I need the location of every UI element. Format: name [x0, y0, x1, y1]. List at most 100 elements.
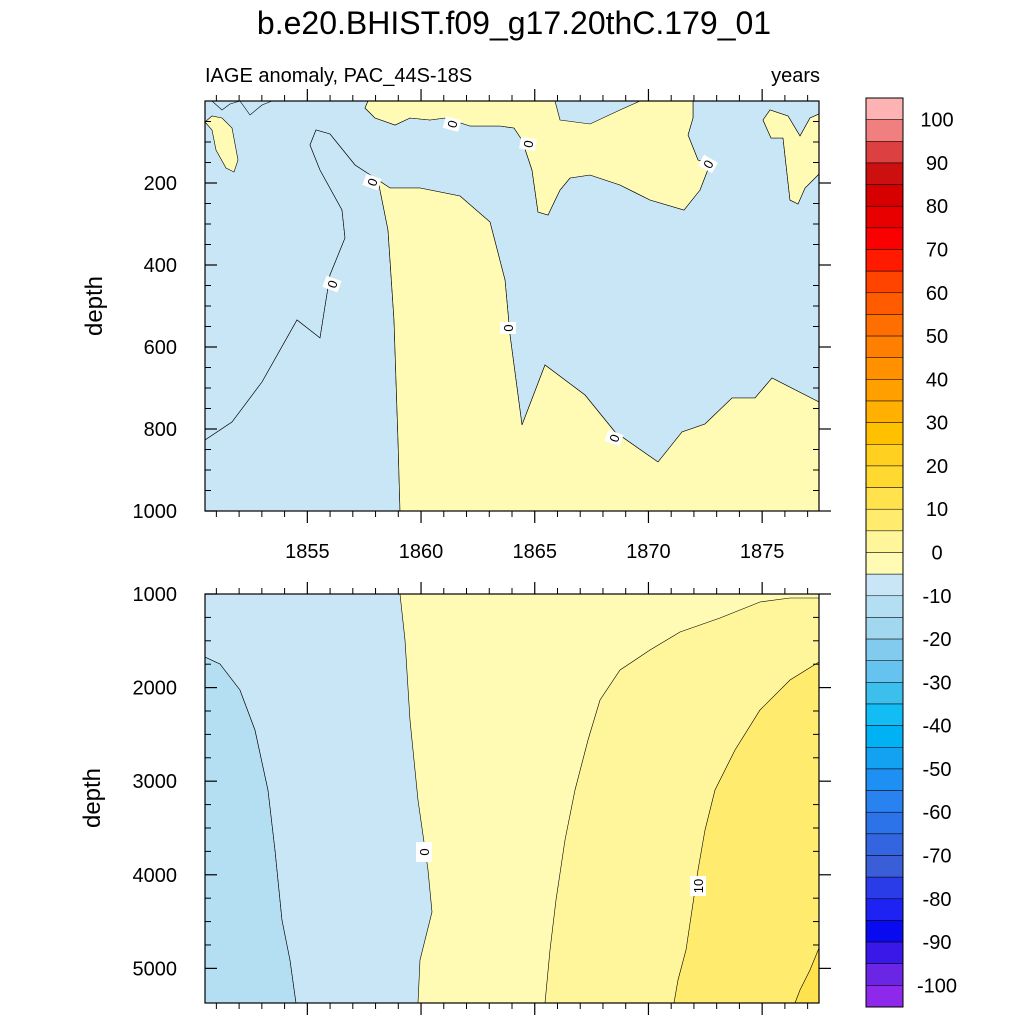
colorbar-box — [865, 162, 904, 185]
contour-label-text: 0 — [501, 324, 516, 331]
contour-label-text: 0 — [364, 176, 381, 188]
lower-ylabel: depth — [79, 768, 106, 828]
lower-panel: 1000 2000 3000 4000 5000 0 10 depth — [79, 582, 831, 1015]
x-tick-label: 1860 — [399, 541, 444, 563]
colorbar-box — [865, 747, 904, 770]
contour-label: 0 — [416, 842, 432, 862]
y-tick-label: 800 — [144, 419, 177, 441]
colorbar-box — [865, 227, 904, 250]
colorbar-box — [865, 465, 904, 488]
colorbar-label: 40 — [926, 369, 948, 391]
y-tick-label: 2000 — [133, 678, 178, 700]
contour-label-text: 0 — [520, 139, 536, 149]
colorbar-box — [865, 573, 904, 597]
colorbar-box — [865, 682, 904, 705]
chart-title: b.e20.BHIST.f09_g17.20thC.179_01 — [257, 5, 771, 41]
colorbar-box — [865, 595, 904, 618]
contour-label: 0 — [500, 322, 516, 334]
colorbar-box — [865, 400, 904, 423]
colorbar-label: -60 — [923, 802, 952, 824]
contour-label: 10 — [690, 876, 706, 896]
colorbar-label: -80 — [923, 889, 952, 911]
colorbar-box — [865, 941, 904, 964]
colorbar-box — [865, 985, 904, 1008]
contour-label-bg — [604, 429, 624, 447]
colorbar-label: -40 — [923, 716, 952, 738]
colorbar-label: 10 — [926, 499, 948, 521]
contour-label-text: 0 — [324, 278, 341, 290]
y-tick-label: 1000 — [133, 501, 178, 523]
colorbar-box — [865, 876, 904, 900]
colorbar-box — [865, 617, 904, 640]
y-tick-label: 3000 — [133, 771, 178, 793]
colorbar-box — [865, 703, 904, 726]
y-tick-label: 400 — [144, 255, 177, 277]
colorbar-box — [865, 314, 904, 337]
lower-ticks: 1000 2000 3000 4000 5000 — [133, 582, 831, 1015]
colorbar-label: -70 — [923, 846, 952, 868]
x-tick-label: 1875 — [740, 541, 785, 563]
colorbar-box — [865, 725, 904, 748]
x-tick-label: 1870 — [626, 541, 671, 563]
colorbar-box — [865, 508, 904, 532]
contour-label-bg — [442, 116, 462, 132]
colorbar-box — [865, 790, 904, 813]
colorbar-label: 100 — [920, 110, 953, 132]
upper-panel: 200 400 600 800 1000 1855 1860 1865 1870 1875 0 0 0… — [81, 89, 831, 563]
upper-contour-labels: 0 0 0 0 0 0 0 — [322, 116, 718, 447]
colorbar-box — [865, 660, 904, 683]
colorbar-frame — [865, 97, 904, 1008]
colorbar-label: -90 — [923, 932, 952, 954]
contour-label-text: 0 — [606, 432, 623, 444]
upper-ylabel: depth — [81, 276, 108, 336]
contour-label-text: 0 — [444, 119, 460, 130]
colorbar-box — [865, 920, 904, 943]
colorbar-box — [865, 963, 904, 986]
y-tick-label: 4000 — [133, 865, 178, 887]
x-tick-label: 1865 — [512, 541, 557, 563]
contour-label: 0 — [442, 116, 462, 132]
chart-subtitle-left: IAGE anomaly, PAC_44S-18S — [205, 65, 472, 87]
contour-label-bg — [416, 842, 432, 862]
colorbar-label: -50 — [923, 759, 952, 781]
colorbar-box — [865, 811, 904, 835]
contour-label-bg — [500, 322, 516, 334]
x-tick-label: 1855 — [285, 541, 330, 563]
upper-negative-region — [204, 100, 820, 463]
colorbar-label: -20 — [923, 629, 952, 651]
colorbar-box — [865, 292, 904, 315]
colorbar-box — [865, 444, 904, 467]
colorbar-box — [865, 249, 904, 272]
contour-label-bg — [519, 136, 537, 152]
lower-contour-labels: 0 10 — [416, 842, 706, 896]
colorbar-box — [865, 487, 904, 510]
colorbar-box — [865, 119, 904, 142]
colorbar-box — [865, 141, 904, 164]
colorbar-label: 0 — [931, 543, 942, 565]
colorbar-box — [865, 768, 904, 791]
y-tick-label: 200 — [144, 173, 177, 195]
y-tick-label: 1000 — [133, 584, 178, 606]
colorbar-box — [865, 335, 904, 358]
contour-label: 0 — [322, 275, 342, 293]
upper-ticks: 200 400 600 800 1000 1855 1860 1865 1870 1875 — [133, 89, 831, 563]
y-tick-label: 600 — [144, 337, 177, 359]
colorbar-box — [865, 898, 904, 921]
contour-label: 0 — [604, 429, 624, 447]
contour-label-bg — [362, 173, 382, 191]
colorbar-box — [865, 833, 904, 856]
contour-label: 0 — [519, 136, 537, 152]
colorbar-box — [865, 422, 904, 445]
contour-label-bg — [690, 876, 706, 896]
colorbar-label: -10 — [923, 586, 952, 608]
colorbar-box — [865, 205, 904, 229]
colorbar-box — [865, 552, 904, 575]
colorbar-box — [865, 379, 904, 402]
colorbar-box — [865, 530, 904, 553]
colorbar: 1009080706050403020100-10-20-30-40-50-60… — [865, 97, 957, 1008]
colorbar-box — [865, 270, 904, 294]
colorbar-label: 50 — [926, 326, 948, 348]
colorbar-box — [865, 184, 904, 207]
colorbar-label: 70 — [926, 240, 948, 262]
